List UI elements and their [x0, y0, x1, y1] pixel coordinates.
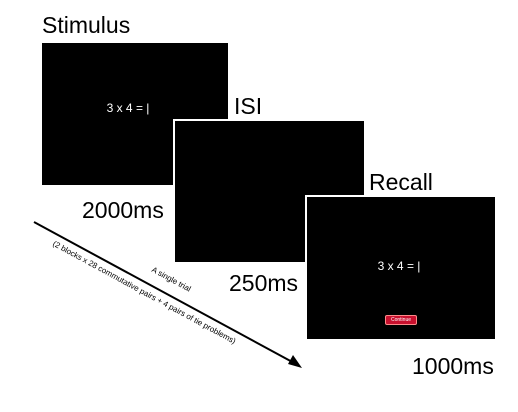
- timeline-arrow-line: [34, 222, 296, 364]
- timeline-arrow-head: [288, 355, 302, 368]
